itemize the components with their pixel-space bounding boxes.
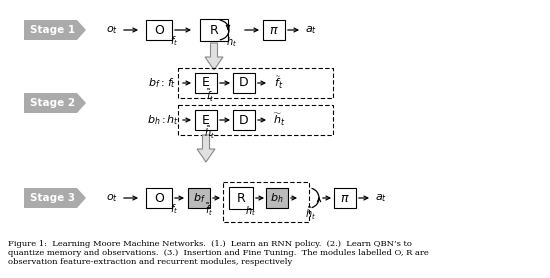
Text: O: O (154, 192, 164, 205)
Text: $h_t$: $h_t$ (227, 35, 238, 49)
Text: $\pi$: $\pi$ (340, 192, 350, 205)
Text: $\widetilde{f}_t$: $\widetilde{f}_t$ (274, 75, 284, 91)
Text: Stage 2: Stage 2 (30, 98, 75, 108)
Text: $o_t$: $o_t$ (106, 24, 118, 36)
Text: $f_t$: $f_t$ (167, 76, 177, 90)
Bar (188, 188, 210, 208)
Text: $f_t$: $f_t$ (170, 202, 178, 216)
Bar (229, 187, 253, 209)
Bar (334, 188, 356, 208)
Text: Stage 3: Stage 3 (30, 193, 75, 203)
Bar (233, 110, 255, 130)
Text: $\tilde{h}_t$: $\tilde{h}_t$ (205, 125, 216, 142)
Bar (178, 105, 333, 135)
Text: R: R (210, 24, 218, 36)
Text: E: E (202, 113, 210, 126)
Text: Figure 1:  Learning Moore Machine Networks.  (1.)  Learn an RNN policy.  (2.)  L: Figure 1: Learning Moore Machine Network… (8, 240, 429, 266)
Polygon shape (197, 135, 215, 162)
Text: $h_t$: $h_t$ (245, 204, 256, 218)
Text: $f_t$: $f_t$ (170, 34, 178, 48)
Text: $a_t$: $a_t$ (375, 192, 387, 204)
Bar (195, 73, 217, 93)
Text: E: E (202, 76, 210, 90)
Text: D: D (239, 113, 249, 126)
Polygon shape (24, 93, 86, 113)
Polygon shape (205, 43, 223, 70)
Text: $a_t$: $a_t$ (305, 24, 317, 36)
Bar (266, 188, 288, 208)
Polygon shape (24, 20, 86, 40)
Bar (146, 188, 172, 208)
Text: $h_t$: $h_t$ (166, 113, 178, 127)
Bar (263, 20, 285, 40)
Text: Stage 1: Stage 1 (30, 25, 75, 35)
Text: $\widetilde{h}_t$: $\widetilde{h}_t$ (273, 112, 285, 128)
Bar (195, 110, 217, 130)
Text: $\tilde{f}_t$: $\tilde{f}_t$ (206, 88, 214, 104)
Bar (146, 20, 172, 40)
Bar (178, 68, 333, 98)
Text: $\tilde{h}_t$: $\tilde{h}_t$ (305, 206, 317, 222)
Polygon shape (24, 188, 86, 208)
Text: $\tilde{f}_t$: $\tilde{f}_t$ (205, 202, 213, 219)
Text: R: R (236, 192, 245, 205)
Bar (200, 19, 228, 41)
Text: O: O (154, 24, 164, 36)
Text: $b_f$: $b_f$ (192, 191, 205, 205)
Text: $o_t$: $o_t$ (106, 192, 118, 204)
Bar (233, 73, 255, 93)
Text: $b_h$: $b_h$ (270, 191, 284, 205)
Text: $b_h{:}$: $b_h{:}$ (147, 113, 166, 127)
Text: $b_f{:}$: $b_f{:}$ (148, 76, 164, 90)
Text: D: D (239, 76, 249, 90)
Bar (223, 182, 309, 222)
Text: $\pi$: $\pi$ (269, 24, 279, 36)
